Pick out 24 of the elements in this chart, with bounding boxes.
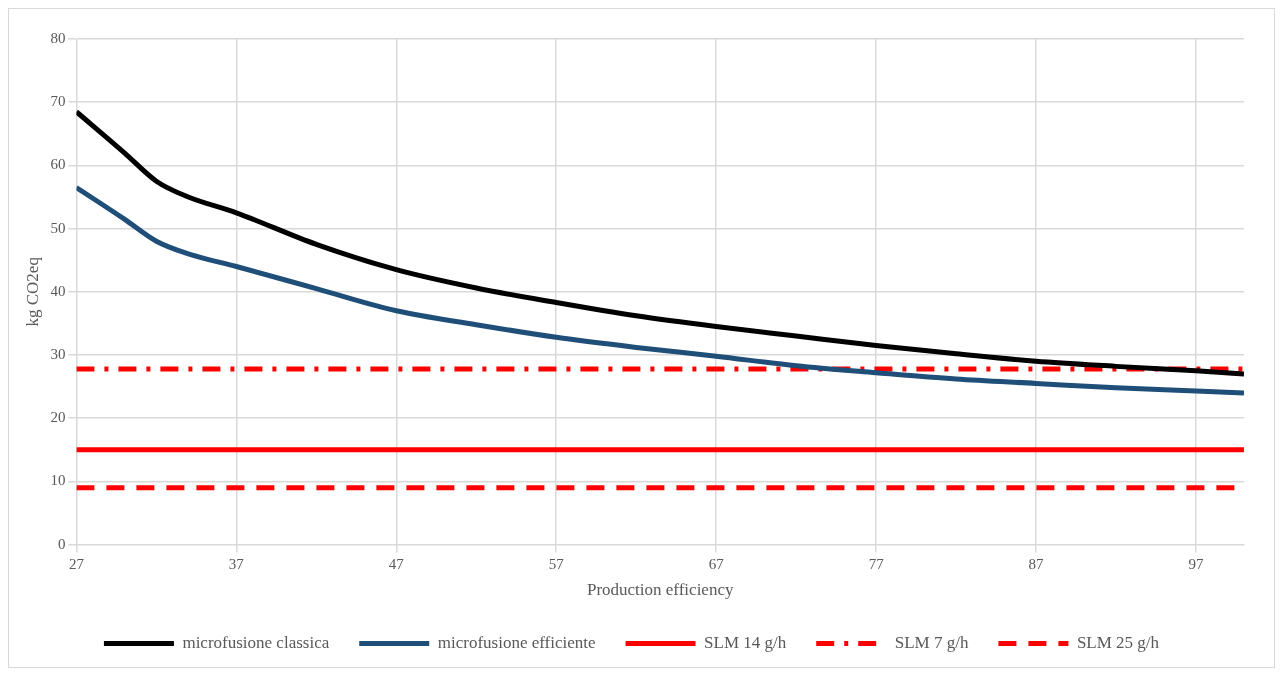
y-tick-label: 70 — [50, 93, 66, 110]
y-tick-label: 10 — [50, 472, 66, 489]
legend-label: SLM 14 g/h — [704, 632, 787, 652]
y-tick-label: 60 — [50, 156, 66, 173]
y-tick-label: 40 — [50, 282, 66, 299]
y-tick-label: 20 — [50, 409, 66, 426]
y-axis-title: kg CO2eq — [22, 256, 42, 327]
x-tick-label: 67 — [708, 555, 725, 572]
x-tick-label: 27 — [68, 555, 85, 572]
x-tick-label: 37 — [228, 555, 245, 572]
legend-label: SLM 7 g/h — [894, 632, 969, 652]
y-tick-label: 30 — [50, 345, 66, 362]
x-tick-label: 97 — [1188, 555, 1205, 572]
legend-label: SLM 25 g/h — [1076, 632, 1160, 652]
y-tick-label: 80 — [50, 29, 66, 46]
x-axis-title: Production efficiency — [586, 580, 734, 600]
y-tick-label: 50 — [50, 219, 66, 236]
x-tick-label: 87 — [1028, 555, 1045, 572]
legend-label: microfusione classica — [182, 632, 330, 652]
y-tick-label: 0 — [57, 535, 66, 552]
x-tick-label: 77 — [868, 555, 885, 572]
x-tick-label: 57 — [548, 555, 565, 572]
x-tick-label: 47 — [388, 555, 405, 572]
legend-label: microfusione efficiente — [437, 632, 596, 652]
